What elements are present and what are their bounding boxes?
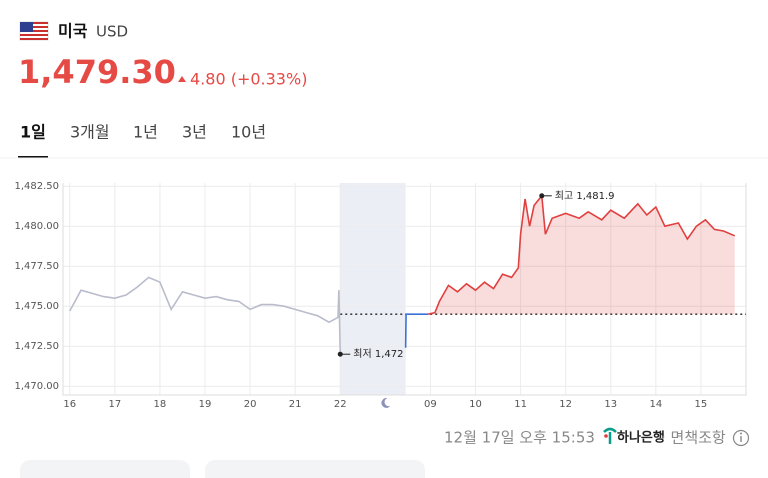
x-tick-label: 21 — [289, 399, 302, 410]
line — [427, 193, 736, 315]
chart: 1,470.00 1,472.50 1,475.00 1,477.50 1,480.00… — [14, 181, 747, 410]
night-icon — [381, 397, 391, 408]
x-tick-label: 16 — [63, 399, 76, 410]
x-tick-label: 13 — [604, 399, 617, 410]
bank-name: 하나은행 — [617, 430, 665, 446]
annotation: 최저 1,472 — [353, 348, 403, 360]
x-tick-label: 14 — [649, 399, 662, 410]
flag — [19, 21, 49, 41]
x-tick-label: 15 — [695, 399, 708, 410]
disclaimer[interactable]: · 면책조항 — [661, 429, 726, 447]
x-tick-label: 17 — [108, 399, 121, 410]
country: 미국 — [58, 22, 88, 41]
tab[interactable]: 3개월 — [70, 123, 110, 142]
line — [69, 276, 342, 355]
night-band — [340, 183, 406, 395]
x-tick-label: 22 — [334, 399, 347, 410]
x-tick-label: 19 — [199, 399, 212, 410]
y-tick-label: 1,470.00 — [14, 381, 59, 392]
y-tick-label: 1,475.00 — [14, 301, 59, 312]
timestamp: 12월 17일 오후 15:53 — [444, 429, 595, 447]
card[interactable] — [20, 460, 190, 478]
x-tick-label: 11 — [514, 399, 527, 410]
y-tick-label: 1,480.00 — [14, 221, 59, 232]
x-tick-label: 12 — [559, 399, 572, 410]
tab[interactable]: 3년 — [182, 123, 207, 142]
line — [404, 313, 429, 348]
x-tick-label: 10 — [469, 399, 482, 410]
x-tick-label: 20 — [244, 399, 257, 410]
y-tick-label: 1,472.50 — [14, 341, 59, 352]
tab[interactable]: 10년 — [231, 123, 266, 142]
tab[interactable]: 1년 — [133, 123, 158, 142]
price: 1,479.30 — [18, 53, 176, 91]
x-tick-label: 18 — [154, 399, 167, 410]
area — [428, 195, 735, 315]
up-arrow — [178, 76, 186, 82]
tabs: 1일 3개월 1년 3년 10년 — [18, 123, 266, 158]
change: 4.80 (+0.33%) — [190, 70, 307, 89]
tab[interactable]: 1일 — [20, 123, 46, 142]
y-tick-label: 1,477.50 — [14, 261, 59, 272]
x-tick-label: 09 — [424, 399, 437, 410]
bank-logo — [603, 427, 617, 444]
axis — [62, 183, 747, 396]
info-icon[interactable] — [732, 429, 750, 447]
annotation: 최고 1,481.9 — [555, 190, 615, 202]
y-tick-label: 1,482.50 — [14, 181, 59, 192]
currency: USD — [96, 23, 128, 41]
card[interactable] — [205, 460, 425, 478]
